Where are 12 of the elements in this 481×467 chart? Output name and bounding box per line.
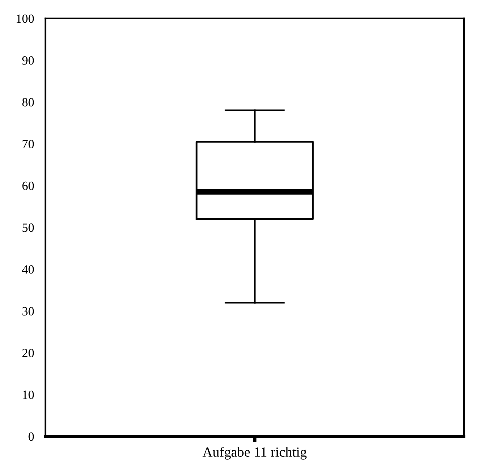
x-tick-label: Aufgabe 11 richtig — [202, 447, 307, 460]
y-tick-label: 70 — [22, 140, 34, 149]
y-tick-label: 90 — [22, 56, 34, 65]
y-tick-label: 100 — [16, 14, 34, 24]
y-tick-label: 40 — [22, 265, 34, 274]
y-tick-label: 20 — [22, 349, 34, 358]
y-tick-label: 30 — [22, 307, 34, 316]
y-tick-label: 50 — [22, 224, 34, 232]
y-tick-label: 60 — [22, 182, 34, 190]
y-tick-label: 80 — [22, 98, 34, 107]
y-tick-label: 10 — [23, 390, 34, 400]
y-tick-label: 0 — [28, 432, 34, 442]
